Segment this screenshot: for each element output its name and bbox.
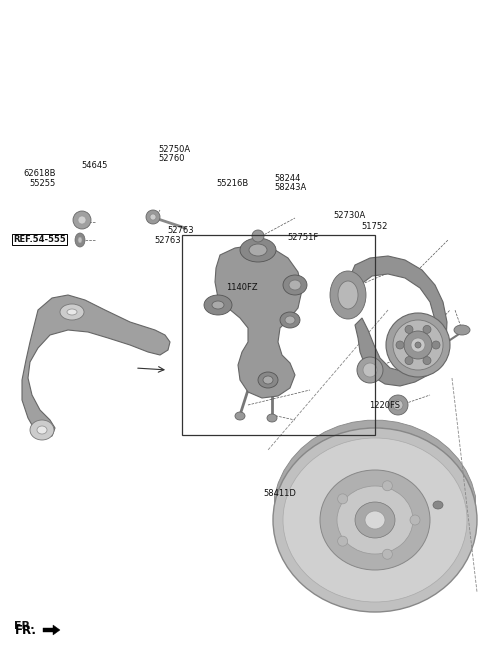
Ellipse shape [355, 502, 395, 538]
Ellipse shape [283, 275, 307, 295]
Ellipse shape [337, 486, 413, 554]
Ellipse shape [212, 301, 224, 309]
Polygon shape [215, 245, 302, 398]
Text: 58411D: 58411D [263, 489, 296, 498]
Text: FR.: FR. [14, 621, 35, 632]
Ellipse shape [415, 342, 421, 348]
Text: 58244: 58244 [275, 174, 301, 183]
Ellipse shape [60, 304, 84, 320]
Ellipse shape [67, 309, 77, 315]
Ellipse shape [252, 230, 264, 242]
Ellipse shape [337, 494, 348, 504]
Ellipse shape [410, 515, 420, 525]
Ellipse shape [383, 549, 392, 559]
Ellipse shape [396, 341, 404, 349]
Text: 52751F: 52751F [287, 233, 318, 242]
Text: 55255: 55255 [30, 179, 56, 188]
Polygon shape [352, 256, 447, 386]
Ellipse shape [432, 341, 440, 349]
Text: 52763: 52763 [155, 236, 181, 245]
Ellipse shape [320, 470, 430, 570]
Ellipse shape [280, 312, 300, 328]
Ellipse shape [73, 211, 91, 229]
Ellipse shape [388, 395, 408, 415]
Ellipse shape [37, 426, 47, 434]
Ellipse shape [150, 214, 156, 220]
Ellipse shape [433, 501, 443, 509]
Ellipse shape [258, 372, 278, 388]
Ellipse shape [454, 325, 470, 335]
Text: FR.: FR. [15, 625, 37, 638]
Polygon shape [43, 625, 60, 635]
Ellipse shape [235, 412, 245, 420]
Ellipse shape [365, 511, 385, 529]
Ellipse shape [383, 481, 392, 491]
Text: 54645: 54645 [82, 161, 108, 170]
Ellipse shape [393, 320, 443, 370]
Ellipse shape [423, 325, 431, 333]
Ellipse shape [78, 216, 86, 224]
Text: 52730A: 52730A [334, 211, 366, 220]
Polygon shape [22, 295, 170, 438]
Ellipse shape [330, 271, 366, 319]
Ellipse shape [411, 338, 425, 352]
Ellipse shape [404, 331, 432, 359]
Ellipse shape [363, 363, 377, 377]
Ellipse shape [146, 210, 160, 224]
Ellipse shape [283, 438, 467, 602]
Text: 52763: 52763 [167, 226, 193, 236]
Text: 58243A: 58243A [275, 183, 307, 192]
Ellipse shape [78, 237, 82, 243]
Text: 55216B: 55216B [216, 179, 248, 188]
Ellipse shape [267, 414, 277, 422]
Ellipse shape [240, 238, 276, 262]
Text: 1140FZ: 1140FZ [227, 283, 258, 292]
Text: 51752: 51752 [361, 222, 387, 231]
Ellipse shape [338, 281, 358, 309]
Ellipse shape [393, 400, 403, 410]
Ellipse shape [357, 357, 383, 383]
Ellipse shape [249, 244, 267, 256]
Ellipse shape [204, 295, 232, 315]
Ellipse shape [423, 357, 431, 365]
Ellipse shape [285, 316, 295, 324]
Text: 62618B: 62618B [23, 169, 56, 178]
Ellipse shape [289, 280, 301, 290]
Ellipse shape [263, 376, 273, 384]
Bar [182, 235, 375, 435]
Text: 52750A: 52750A [158, 145, 191, 154]
Text: 52760: 52760 [158, 154, 185, 163]
Ellipse shape [30, 420, 54, 440]
Ellipse shape [75, 233, 85, 247]
Ellipse shape [337, 536, 348, 546]
Text: REF.54-555: REF.54-555 [13, 235, 66, 244]
Text: 1220FS: 1220FS [369, 401, 400, 410]
Ellipse shape [405, 325, 413, 333]
Polygon shape [275, 420, 476, 504]
Ellipse shape [386, 313, 450, 377]
Ellipse shape [273, 428, 477, 612]
Ellipse shape [405, 357, 413, 365]
